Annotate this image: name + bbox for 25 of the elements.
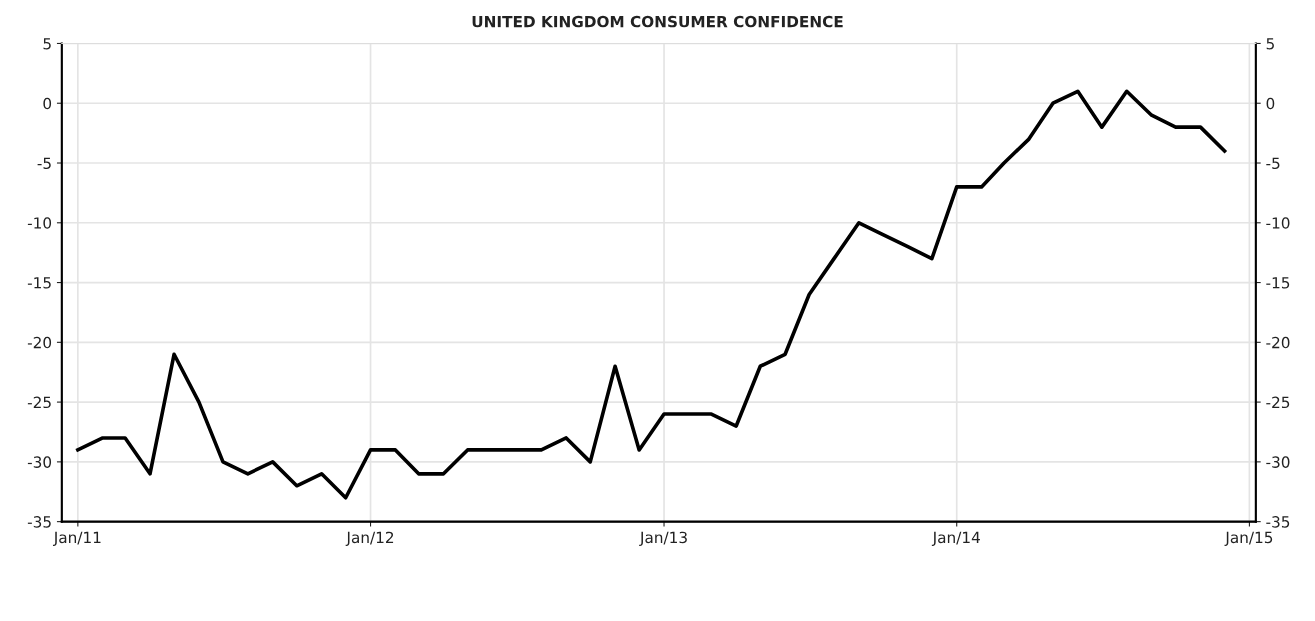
y2-tick-label: -15 [1266,277,1290,289]
y-tick-label: -25 [27,396,51,409]
y2-tick-label: -10 [1266,217,1290,229]
y-tick-label: -30 [27,456,52,468]
y2-tick-label: -30 [1266,456,1290,468]
y2-tick-label: -20 [1266,336,1290,349]
chart-title: UNITED KINGDOM CONSUMER CONFIDENCE [472,15,843,28]
y-tick-label: -10 [27,217,52,229]
x-tick-label: Jan/11 [52,531,101,547]
x-tick-label: Jan/15 [1224,531,1273,547]
y-tick-label: 0 [43,97,52,110]
y-tick-label: -15 [27,277,51,289]
y-tick-label: -35 [27,516,51,528]
y-tick-label: 5 [43,38,51,50]
y-tick-label: -5 [37,157,51,170]
x-tick-label: Jan/14 [931,531,980,547]
y2-tick-label: -5 [1266,157,1280,170]
line-series [76,89,1227,500]
y2-tick-label: 0 [1266,97,1275,110]
y2-tick-label: -35 [1266,516,1290,528]
y2-tick-label: 5 [1266,38,1274,50]
y2-tick-label: -25 [1266,396,1290,409]
x-tick-label: Jan/12 [345,531,394,547]
x-tick-label: Jan/13 [639,531,687,547]
y-tick-label: -20 [27,336,52,349]
